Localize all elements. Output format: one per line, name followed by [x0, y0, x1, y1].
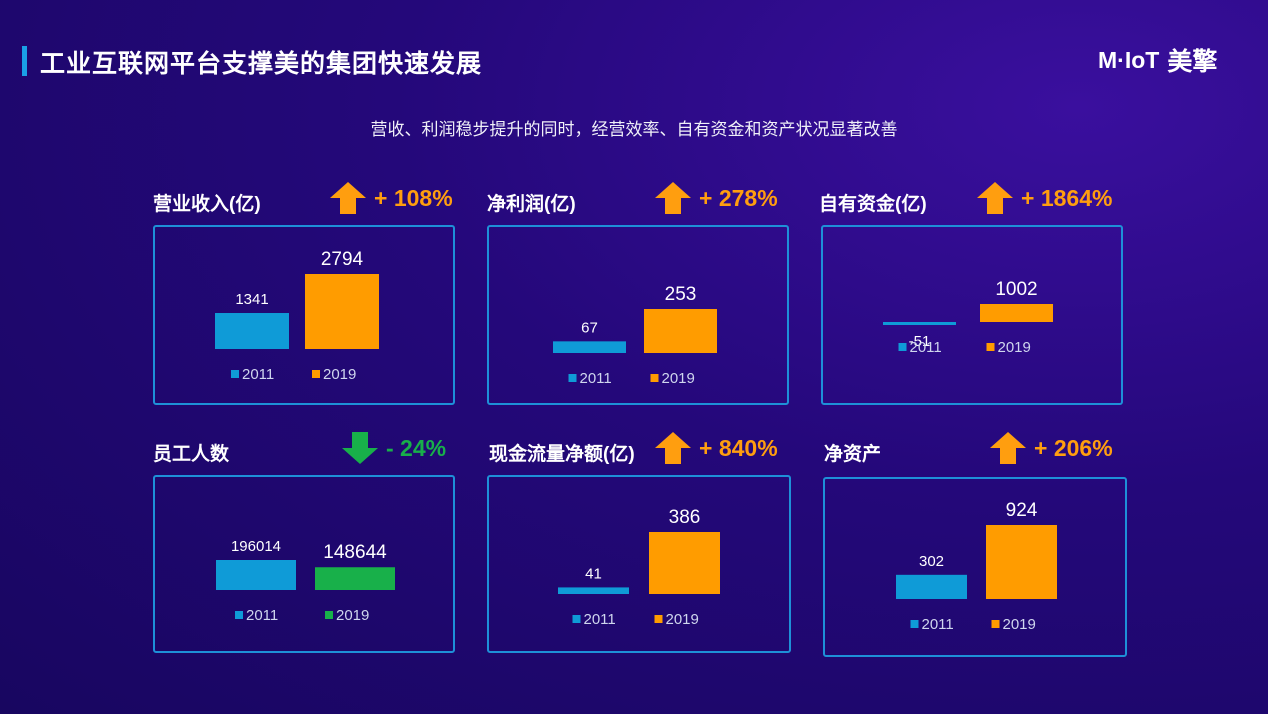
- panel-title-employees: 员工人数: [153, 444, 230, 465]
- legend-swatch-2011: [231, 370, 239, 378]
- data-label-2019: 924: [1006, 500, 1038, 521]
- bar-2019: [986, 525, 1057, 599]
- chart-box-net-profit: 67 253 2011 2019: [487, 225, 789, 405]
- legend-swatch-2011: [572, 615, 581, 623]
- change-cash-flow: + 840%: [655, 432, 778, 464]
- chart-box-employees: 196014 148644 2011 2019: [153, 475, 455, 653]
- change-value: - 24%: [386, 434, 447, 461]
- change-own-funds: + 1864%: [977, 182, 1112, 214]
- legend-label-2011: 2011: [580, 370, 612, 387]
- page-title: 工业互联网平台支撑美的集团快速发展: [40, 50, 483, 78]
- data-label-2019: 148644: [323, 542, 387, 563]
- legend-swatch-2011: [235, 611, 243, 619]
- data-label-2011: 302: [919, 553, 944, 570]
- legend-swatch-2019: [325, 611, 333, 619]
- chart-employees: 196014 148644 2011 2019: [216, 538, 395, 624]
- arrow-down-icon: [342, 432, 378, 464]
- arrow-up-icon: [655, 432, 691, 464]
- legend-label-2019: 2019: [662, 370, 695, 387]
- chart-box-own-funds: -51 1002 2011 2019: [821, 225, 1123, 405]
- bar-2011: [553, 341, 626, 353]
- legend-label-2011: 2011: [242, 366, 274, 383]
- data-label-2011: 67: [581, 319, 598, 336]
- change-employees: - 24%: [342, 432, 446, 464]
- chart-cash-flow: 41 386 2011 2019: [558, 507, 720, 628]
- panel-title-revenue: 营业收入(亿): [153, 194, 261, 215]
- panel-title-net-assets: 净资产: [824, 444, 882, 465]
- change-net-profit: + 278%: [655, 182, 778, 214]
- panel-title-cash-flow: 现金流量净额(亿): [489, 444, 635, 465]
- legend-label-2011: 2011: [922, 616, 954, 633]
- logo-mark: M·IoT: [1098, 46, 1160, 73]
- bar-2011: [896, 574, 967, 599]
- chart-box-revenue: 1341 2794 2011 2019: [153, 225, 455, 405]
- arrow-up-icon: [977, 182, 1013, 214]
- change-value: + 108%: [374, 184, 453, 211]
- change-value: + 206%: [1034, 434, 1113, 461]
- bar-2019: [305, 274, 379, 349]
- data-label-2011: -51: [909, 333, 931, 350]
- legend-label-2011: 2011: [584, 611, 616, 628]
- legend-swatch-2011: [898, 343, 907, 351]
- legend-label-2019: 2019: [336, 607, 369, 624]
- change-value: + 1864%: [1021, 184, 1113, 211]
- arrow-up-icon: [655, 182, 691, 214]
- data-label-2019: 386: [669, 507, 701, 528]
- legend-label-2019: 2019: [998, 339, 1031, 356]
- legend-label-2011: 2011: [246, 607, 278, 624]
- data-label-2011: 1341: [235, 291, 268, 308]
- legend-swatch-2019: [991, 620, 1000, 628]
- data-label-2019: 253: [665, 284, 697, 305]
- change-value: + 278%: [699, 184, 778, 211]
- bar-2011: [215, 313, 289, 349]
- panel-title-own-funds: 自有资金(亿): [819, 194, 927, 215]
- chart-box-net-assets: 302 924 2011 2019: [823, 477, 1127, 657]
- panel-title-net-profit: 净利润(亿): [487, 194, 576, 215]
- data-label-2011: 196014: [231, 538, 281, 555]
- bar-2019: [315, 567, 395, 590]
- title-accent-bar: [22, 46, 27, 76]
- legend-label-2019: 2019: [666, 611, 699, 628]
- legend-swatch-2019: [650, 374, 659, 382]
- legend-swatch-2019: [986, 343, 995, 351]
- bar-2011: [216, 560, 296, 590]
- page-subtitle: 营收、利润稳步提升的同时，经营效率、自有资金和资产状况显著改善: [370, 120, 898, 139]
- bar-2019: [644, 309, 717, 353]
- bar-2011: [558, 587, 629, 594]
- legend-label-2011: 2011: [910, 339, 942, 356]
- arrow-up-icon: [990, 432, 1026, 464]
- bar-2019: [980, 304, 1053, 322]
- brand-logo: M·IoT 美擎: [1098, 42, 1217, 78]
- chart-box-cash-flow: 41 386 2011 2019: [487, 475, 791, 653]
- data-label-2019: 2794: [321, 249, 364, 270]
- data-label-2019: 1002: [995, 279, 1037, 300]
- legend-label-2019: 2019: [323, 366, 356, 383]
- chart-net-assets: 302 924 2011 2019: [896, 500, 1057, 633]
- logo-text: 美擎: [1167, 48, 1218, 76]
- legend-label-2019: 2019: [1003, 616, 1036, 633]
- data-label-2011: 41: [585, 565, 602, 582]
- legend-swatch-2011: [910, 620, 919, 628]
- change-revenue: + 108%: [330, 182, 453, 214]
- chart-revenue: 1341 2794 2011 2019: [215, 249, 379, 383]
- bar-2019: [649, 532, 720, 594]
- change-value: + 840%: [699, 434, 778, 461]
- arrow-up-icon: [330, 182, 366, 214]
- legend-swatch-2011: [568, 374, 577, 382]
- chart-net-profit: 67 253 2011 2019: [553, 284, 717, 387]
- legend-swatch-2019: [312, 370, 320, 378]
- chart-own-funds: -51 1002 2011 2019: [883, 279, 1053, 356]
- legend-swatch-2019: [654, 615, 663, 623]
- bar-2011: [883, 322, 956, 325]
- change-net-assets: + 206%: [990, 432, 1113, 464]
